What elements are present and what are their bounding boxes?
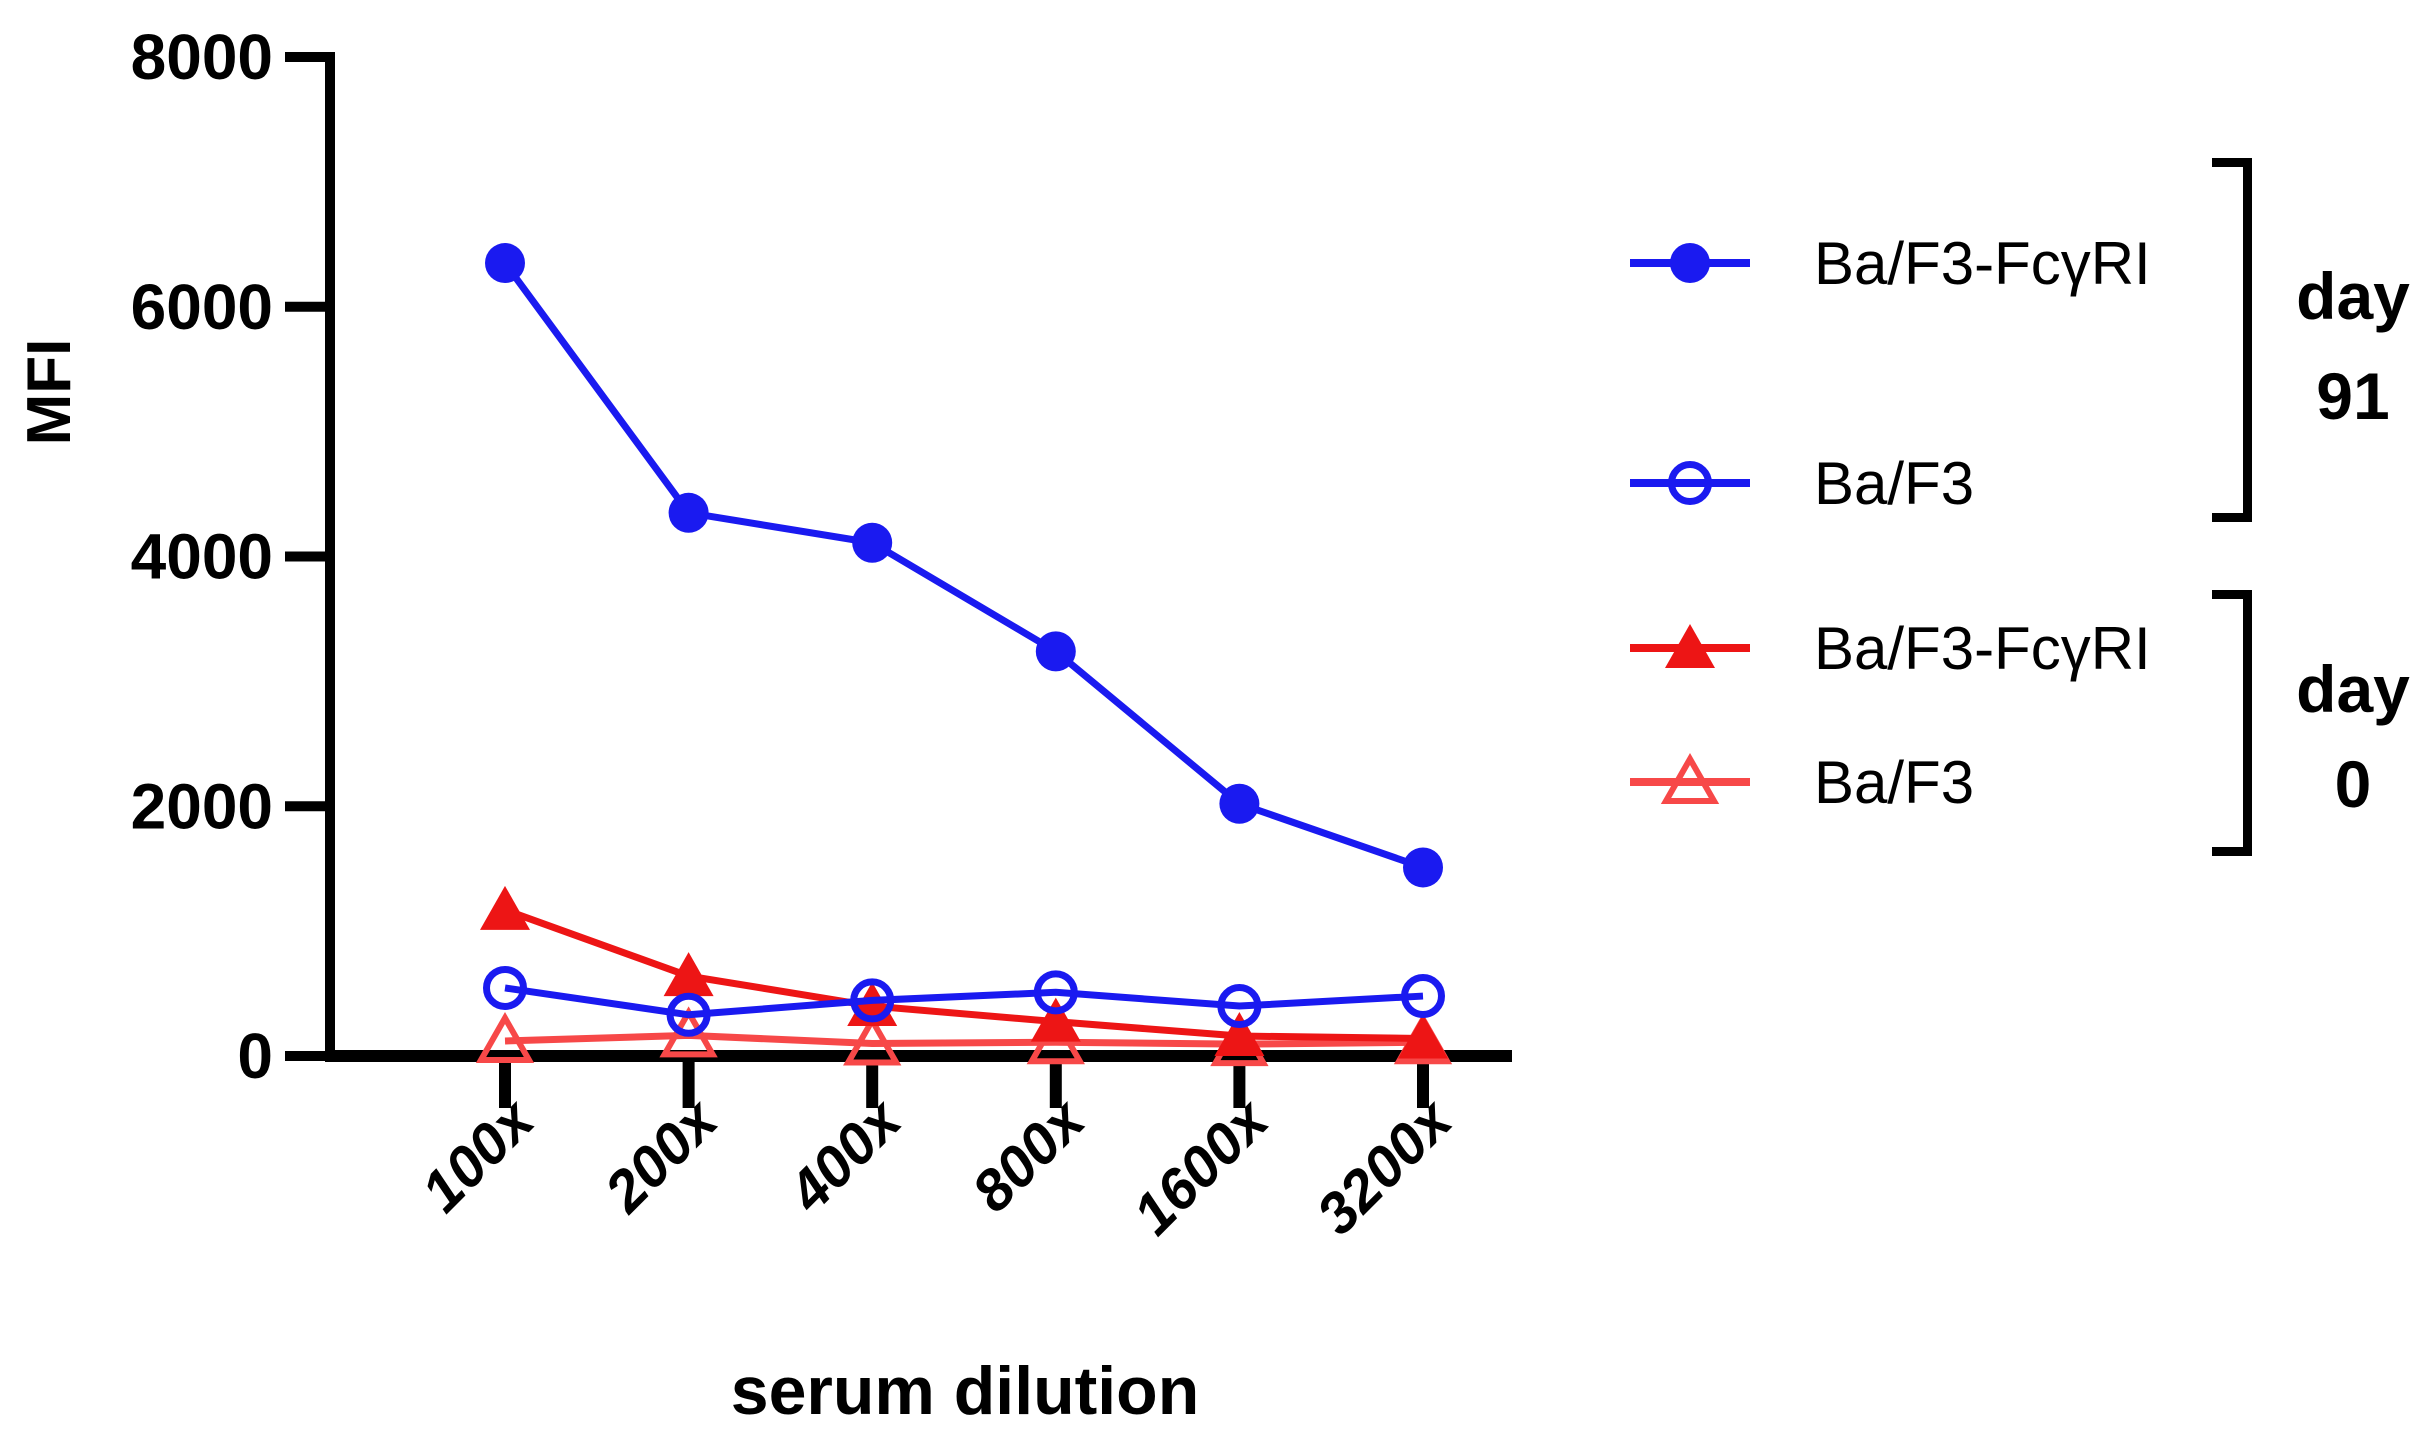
- day91-word: day: [2296, 259, 2410, 333]
- y-tick-label: 6000: [131, 271, 273, 343]
- y-axis: 0 2000 4000 6000 8000: [131, 21, 335, 1092]
- legend-label: Ba/F3: [1814, 449, 1975, 517]
- y-tick-label: 0: [237, 1020, 273, 1092]
- y-tick-label: 8000: [131, 21, 273, 93]
- y-axis-title: MFI: [15, 338, 84, 446]
- x-tick-label: 800x: [960, 1085, 1099, 1224]
- legend-marker-filled-circle-icon: [1630, 243, 1750, 283]
- x-tick-label: 3200x: [1304, 1085, 1466, 1247]
- day0-group-label: day 0: [2280, 642, 2422, 832]
- day0-word: day: [2296, 652, 2410, 726]
- x-tick-label: 100x: [409, 1085, 548, 1224]
- x-tick-label: 400x: [775, 1085, 915, 1225]
- legend-item-day0-baf3: Ba/F3: [1628, 748, 1975, 816]
- y-tick-label: 4000: [131, 521, 273, 593]
- legend-item-day0-baf3-fcgri: Ba/F3-FcγRI: [1628, 614, 2151, 682]
- legend-marker-filled-triangle-icon: [1630, 624, 1750, 668]
- series-day91-0: [485, 243, 1443, 888]
- x-axis: 100x 200x 400x 800x 1600x 3200x: [325, 1050, 1512, 1247]
- y-tick-label: 2000: [131, 770, 273, 842]
- series-day91-1: [483, 965, 1445, 1037]
- legend-item-day91-baf3: Ba/F3: [1628, 449, 1975, 517]
- legend-item-day91-baf3-fcgri: Ba/F3-FcγRI: [1628, 229, 2151, 297]
- x-tick-label: 200x: [592, 1085, 732, 1225]
- legend-label: Ba/F3: [1814, 748, 1975, 816]
- day0-bracket: [2212, 590, 2252, 856]
- day0-number: 0: [2334, 747, 2372, 821]
- day91-group-label: day 91: [2280, 246, 2422, 446]
- day91-bracket: [2212, 158, 2252, 522]
- x-axis-title: serum dilution: [730, 1353, 1200, 1429]
- legend-label: Ba/F3-FcγRI: [1814, 229, 2151, 297]
- series-day0-2: [480, 885, 1448, 1059]
- legend-marker-open-triangle-icon: [1630, 752, 1750, 804]
- legend-marker-open-circle-icon: [1630, 461, 1750, 505]
- x-tick-label: 1600x: [1121, 1085, 1283, 1247]
- day91-number: 91: [2316, 359, 2390, 433]
- legend-label: Ba/F3-FcγRI: [1814, 614, 2151, 682]
